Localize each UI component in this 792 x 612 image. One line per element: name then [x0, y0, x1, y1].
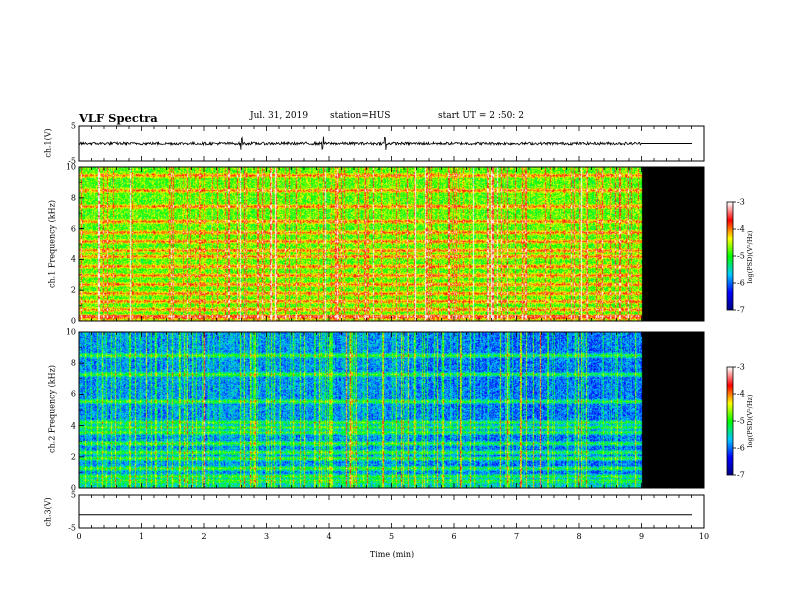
x-axis-label: Time (min) — [369, 550, 415, 559]
panel3-ytick-label: 0 — [70, 483, 76, 493]
x-tick-label: 8 — [576, 532, 582, 541]
x-tick-label: 3 — [263, 532, 270, 541]
panel4-ytick-label: 5 — [70, 490, 76, 500]
ch2-colorbar-label: log(PSD)(V²/Hz) — [746, 394, 754, 448]
date-label: Jul. 31, 2019 — [250, 111, 309, 121]
colorbar-1 — [727, 202, 733, 310]
x-tick-label: 5 — [388, 532, 395, 541]
colorbar-2-tick-label: -3 — [737, 362, 745, 372]
station-label: station=HUS — [330, 111, 391, 121]
panel3-ytick-label: 10 — [65, 327, 76, 337]
colorbar-1-tick-label: -6 — [737, 278, 745, 288]
panel2-ytick-label: 8 — [70, 193, 76, 203]
colorbar-2-tick-label: -6 — [737, 443, 745, 453]
ch2-spectrogram-image — [79, 332, 704, 488]
start-time-label: start UT = 2 :50: 2 — [438, 111, 524, 121]
x-tick-label: 7 — [513, 532, 520, 541]
colorbar-2-tick-label: -7 — [737, 470, 745, 480]
ch1-spectrogram-image — [79, 167, 704, 321]
panel4-ytick-label: -5 — [68, 523, 76, 533]
x-tick-label: 0 — [76, 532, 82, 541]
panel3-ytick-label: 2 — [70, 452, 76, 462]
panel2-ytick-label: 4 — [70, 254, 76, 264]
colorbar-1-tick-label: -5 — [737, 251, 745, 261]
colorbar-1-tick-label: -3 — [737, 197, 745, 207]
panel3-ytick-label: 6 — [70, 389, 76, 399]
colorbar-1-tick-label: -4 — [737, 224, 745, 234]
panel2-ytick-label: 10 — [65, 162, 76, 172]
ch1-voltage-ylabel: ch.1(V) — [43, 128, 53, 158]
colorbar-2 — [727, 367, 733, 475]
chart-title: VLF Spectra — [79, 111, 158, 125]
colorbar-2-tick-label: -5 — [737, 416, 745, 426]
ch2-frequency-ylabel: ch.2 Frequency (kHz) — [47, 365, 57, 453]
x-tick-label: 9 — [638, 532, 645, 541]
x-tick-label: 6 — [451, 532, 457, 541]
panel1-ytick-label: -5 — [68, 156, 76, 166]
colorbar-2-tick-label: -4 — [737, 389, 745, 399]
ch1-frequency-ylabel: ch.1 Frequency (kHz) — [47, 200, 57, 288]
colorbar-1-tick-label: -7 — [737, 305, 745, 315]
panel2-ytick-label: 2 — [70, 285, 76, 295]
panel2-ytick-label: 6 — [70, 224, 76, 234]
ch1-waveform-line — [78, 136, 642, 151]
ch3-voltage-ylabel: ch.3(V) — [43, 497, 53, 527]
panel2-ytick-label: 0 — [70, 316, 76, 326]
ch1-colorbar-label: log(PSD)(V²/Hz) — [746, 230, 754, 284]
panel3-ytick-label: 8 — [70, 358, 76, 368]
x-tick-label: 2 — [201, 532, 207, 541]
x-tick-label: 4 — [326, 532, 332, 541]
panel1-ytick-label: 5 — [70, 121, 76, 131]
panel3-ytick-label: 4 — [70, 421, 76, 431]
x-tick-label: 10 — [698, 532, 710, 541]
x-tick-label: 1 — [138, 532, 145, 541]
